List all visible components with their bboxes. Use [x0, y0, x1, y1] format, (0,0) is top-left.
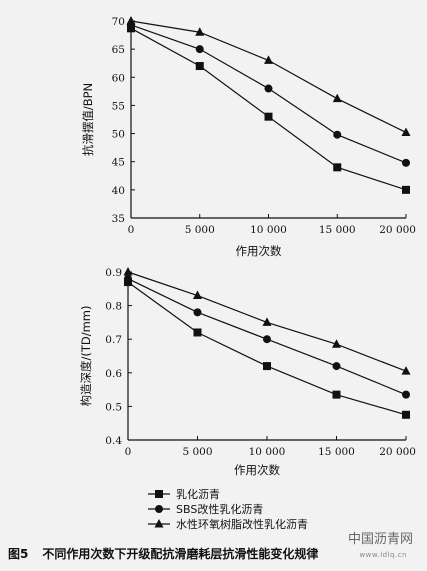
y-tick-label: 60: [112, 72, 125, 84]
data-point-square: [195, 62, 204, 71]
data-point-square: [193, 328, 202, 337]
y-tick-label: 0.4: [105, 435, 122, 447]
legend-marker-circle: [155, 505, 163, 513]
data-point-triangle: [401, 366, 411, 375]
data-point-triangle: [126, 16, 136, 25]
y-tick-label: 0.5: [105, 401, 122, 413]
y-tick-label: 40: [112, 185, 125, 197]
legend-marker-triangle: [154, 519, 164, 528]
data-point-circle: [263, 335, 271, 344]
data-point-triangle: [123, 267, 133, 276]
data-point-triangle: [332, 93, 342, 103]
data-point-square: [264, 112, 273, 121]
figure-caption: 图5 不同作用次数下开级配抗滑磨耗层抗滑性能变化规律: [8, 545, 423, 562]
data-point-circle: [402, 158, 410, 167]
x-tick-label: 20 000: [379, 446, 416, 458]
x-tick-label: 15 000: [318, 446, 355, 458]
data-point-triangle: [332, 339, 341, 348]
data-point-triangle: [401, 127, 411, 136]
data-point-triangle: [193, 290, 202, 300]
y-tick-label: 0.9: [105, 267, 122, 279]
watermark-url: www.ldlq.cn: [359, 551, 407, 559]
data-point-circle: [195, 45, 204, 54]
watermark-logo: 中国沥青网: [347, 532, 413, 547]
x-tick-label: 0: [128, 224, 135, 236]
series-line-1: [130, 27, 407, 191]
legend-label: 乳化沥青: [176, 487, 220, 501]
data-point-triangle: [195, 27, 205, 36]
series-line-1: [127, 281, 407, 416]
figure-number: 图5: [8, 547, 29, 561]
series-line-2: [130, 24, 407, 164]
y-tick-label: 45: [112, 157, 125, 169]
data-point-square: [263, 362, 271, 371]
y-tick-label: 55: [112, 100, 125, 112]
data-point-circle: [332, 362, 341, 371]
y-tick-label: 0.8: [105, 301, 122, 313]
data-point-triangle: [264, 55, 273, 64]
y-axis-label: 构造深度/(TD/mm): [79, 305, 93, 406]
data-point-circle: [402, 390, 410, 399]
legend-label: SBS改性乳化沥青: [176, 502, 263, 516]
x-tick-label: 5 000: [185, 224, 215, 236]
data-point-square: [333, 163, 342, 172]
y-axis-label: 抗滑摆值/BPN: [81, 83, 95, 156]
x-tick-label: 0: [125, 446, 132, 458]
data-point-square: [402, 410, 410, 419]
y-tick-label: 35: [112, 213, 125, 225]
legend-label: 水性环氧树脂改性乳化沥青: [176, 517, 308, 531]
figure-title: 不同作用次数下开级配抗滑磨耗层抗滑性能变化规律: [42, 547, 319, 561]
data-point-square: [332, 390, 341, 399]
x-axis-label: 作用次数: [236, 244, 282, 258]
y-tick-label: 0.6: [105, 368, 122, 380]
legend-marker-square: [155, 490, 163, 498]
data-point-circle: [193, 308, 202, 317]
data-point-circle: [264, 84, 273, 93]
x-tick-label: 20 000: [379, 224, 416, 236]
y-tick-label: 50: [112, 129, 125, 141]
x-tick-label: 10 000: [250, 224, 287, 236]
x-tick-label: 10 000: [249, 446, 286, 458]
x-axis-label: 作用次数: [234, 463, 280, 477]
data-point-square: [402, 185, 410, 194]
x-tick-label: 15 000: [319, 224, 356, 236]
y-tick-label: 65: [112, 44, 125, 56]
data-point-circle: [333, 130, 342, 139]
data-point-triangle: [262, 317, 272, 326]
y-tick-label: 0.7: [105, 334, 122, 346]
chart-2: 0.4 0.5 0.6 0.7 0.8 0.9 0 5 000 10 000 15 000 20 0…: [79, 267, 416, 477]
y-tick-label: 70: [112, 16, 125, 28]
chart-1: 35 40 45 50 55 60 65 70 0 5 000 10 000 15 000 20 000…: [81, 16, 416, 258]
data-point-circle: [124, 274, 132, 283]
x-tick-label: 5 000: [182, 446, 212, 458]
